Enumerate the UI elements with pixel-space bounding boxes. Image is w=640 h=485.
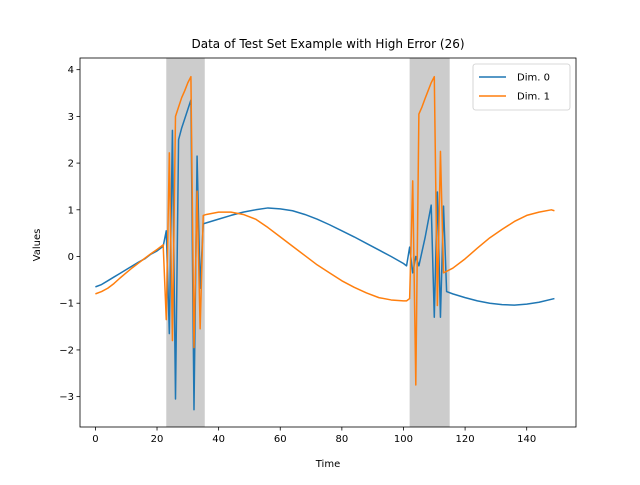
legend-label-1: Dim. 1 xyxy=(517,92,550,103)
y-tick-label-2: −1 xyxy=(59,299,74,310)
legend-label-0: Dim. 0 xyxy=(517,73,550,84)
y-tick-label-5: 2 xyxy=(68,159,74,170)
y-tick-label-3: 0 xyxy=(68,252,74,263)
chart-title: Data of Test Set Example with High Error… xyxy=(191,37,464,51)
y-tick-label-6: 3 xyxy=(68,112,74,123)
x-tick-label-2: 40 xyxy=(212,434,225,445)
y-tick-label-7: 4 xyxy=(68,65,74,76)
x-axis-label: Time xyxy=(315,459,340,470)
legend-box xyxy=(472,63,571,111)
axes-frame xyxy=(79,57,577,428)
x-tick-label-4: 80 xyxy=(335,434,348,445)
y-axis-label: Values xyxy=(32,229,43,262)
x-tick-label-5: 100 xyxy=(394,434,413,445)
series-line-1 xyxy=(95,75,555,386)
x-tick-label-1: 20 xyxy=(151,434,164,445)
y-tick-label-4: 1 xyxy=(68,205,74,216)
x-tick-label-0: 0 xyxy=(92,434,98,445)
y-tick-label-0: −3 xyxy=(59,392,74,403)
x-tick-label-6: 120 xyxy=(456,434,475,445)
y-tick-label-1: −2 xyxy=(59,345,74,356)
x-tick-label-3: 60 xyxy=(274,434,287,445)
x-tick-label-7: 140 xyxy=(517,434,536,445)
legend: Dim. 0 Dim. 1 xyxy=(472,63,571,111)
series-line-0 xyxy=(95,99,555,411)
